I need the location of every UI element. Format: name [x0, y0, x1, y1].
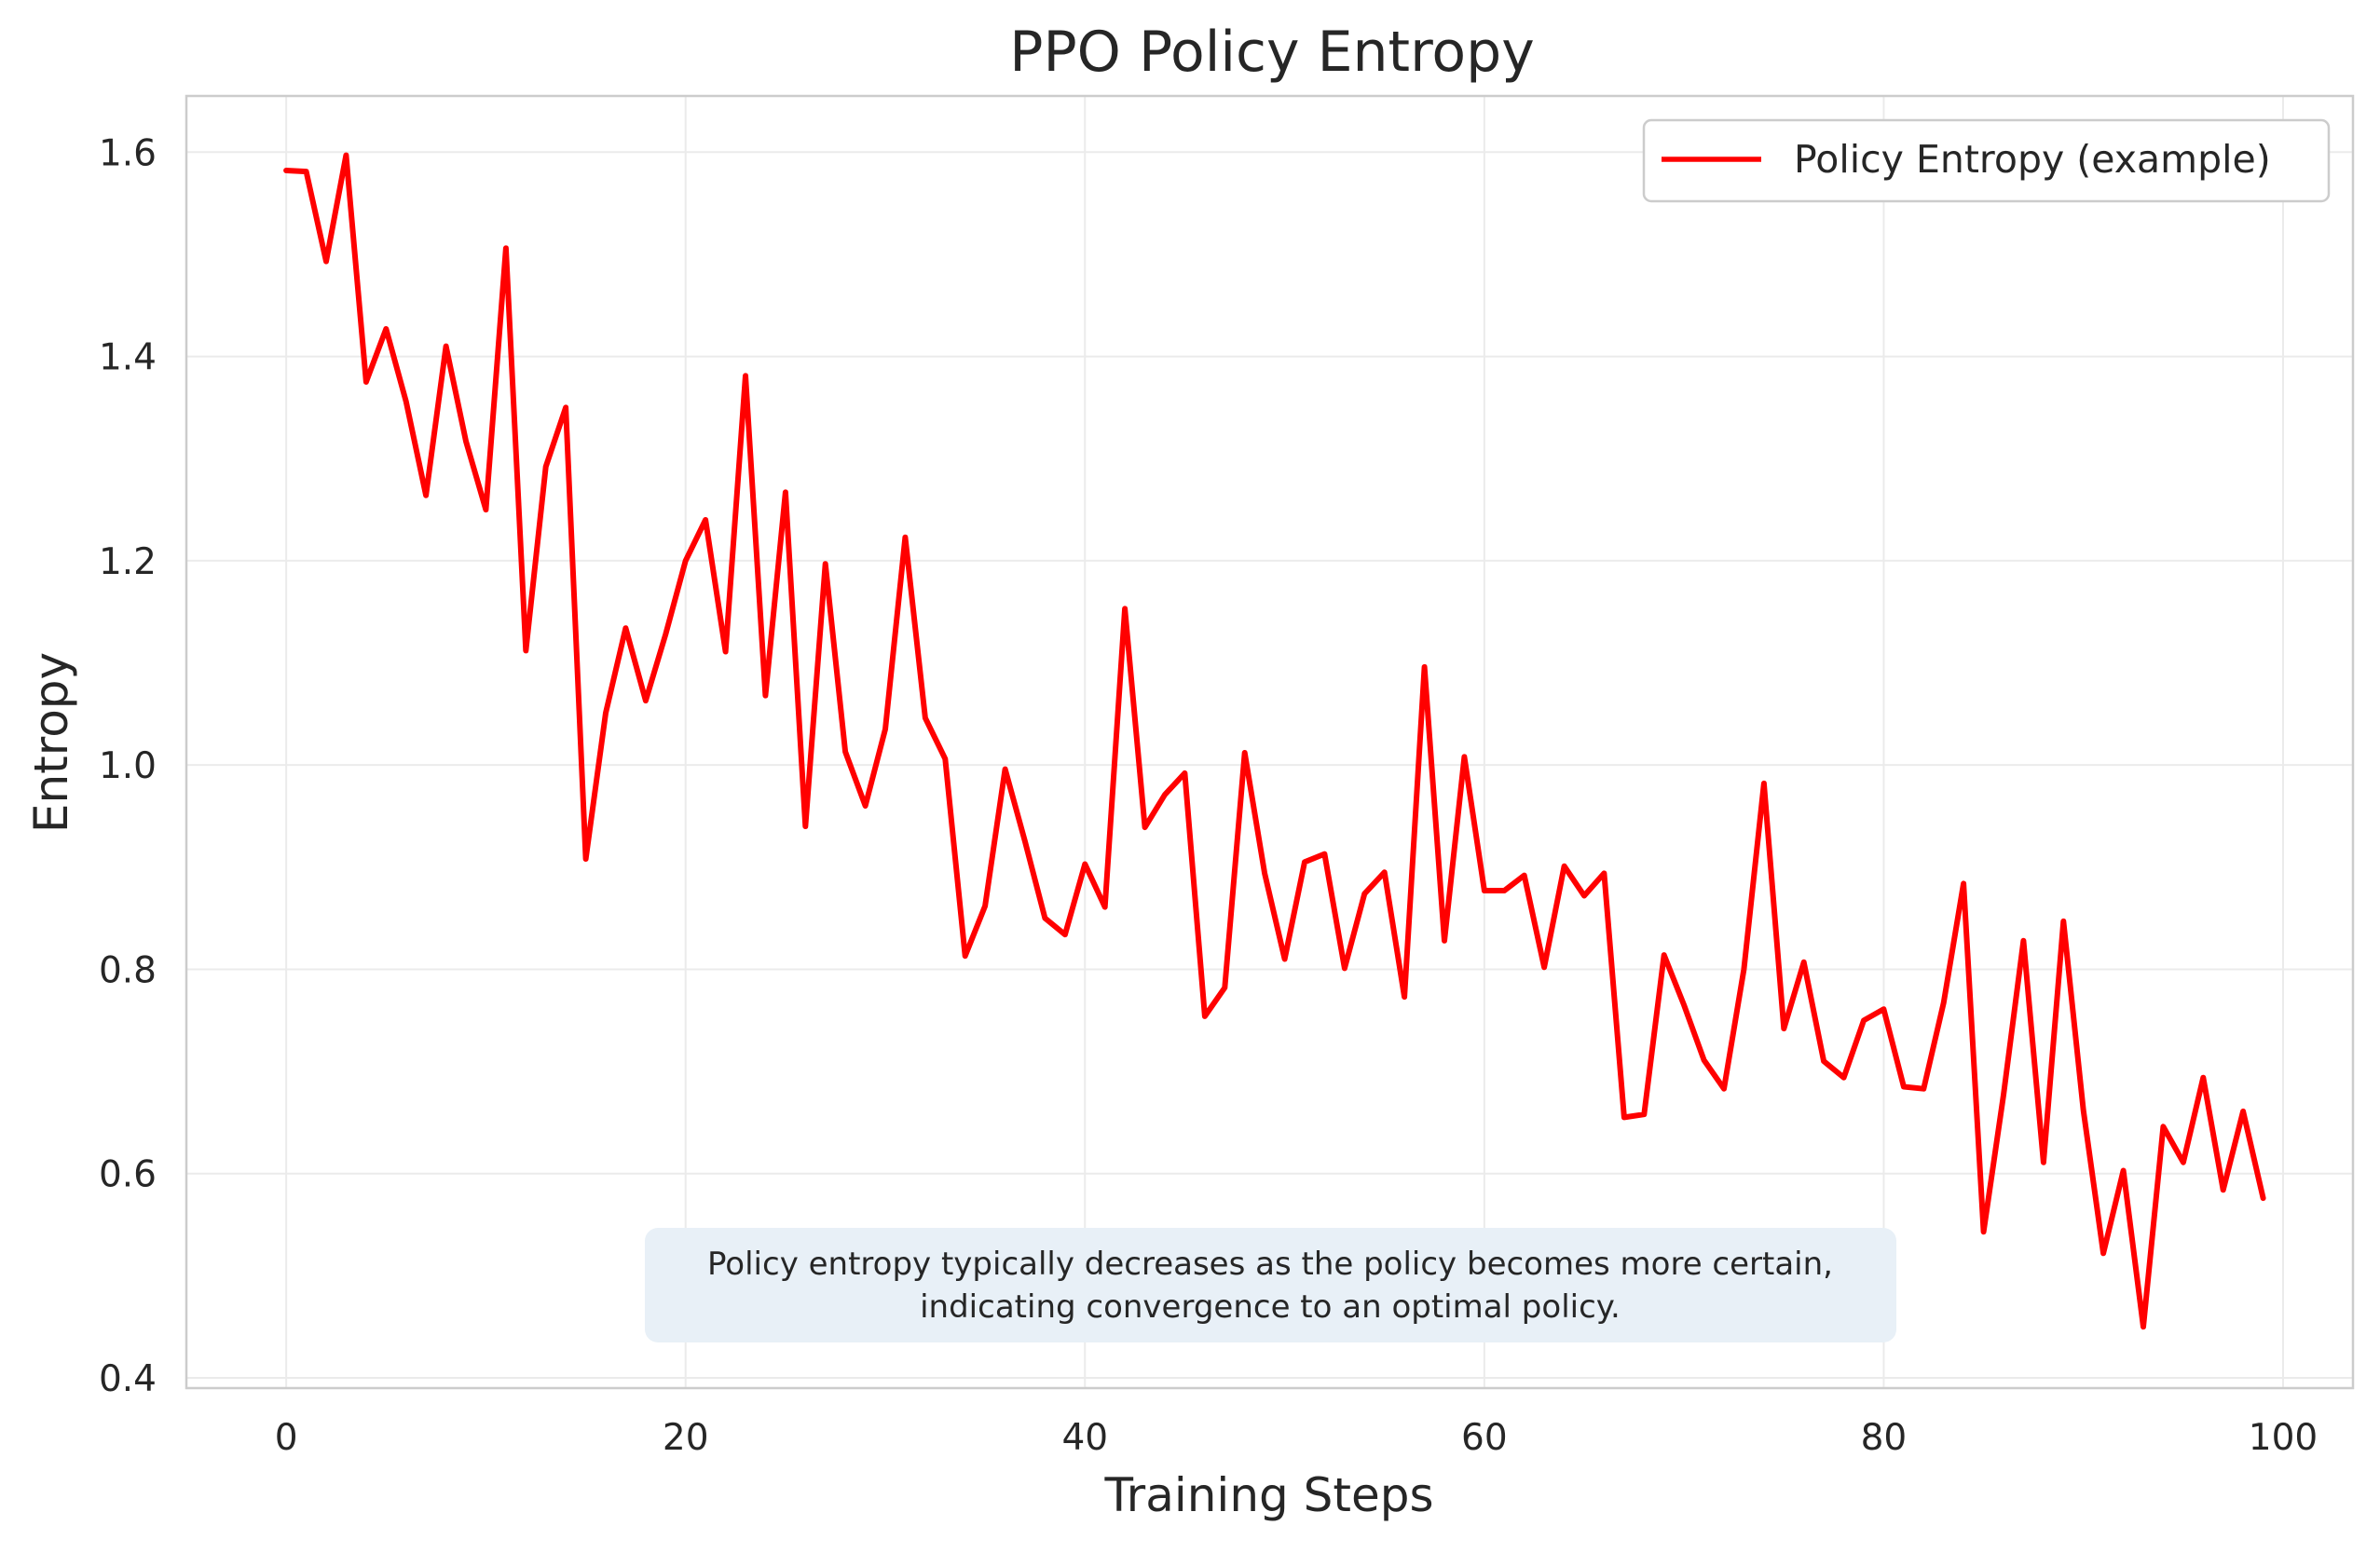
annotation-box: Policy entropy typically decreases as th… [645, 1228, 1896, 1342]
x-tick-labels: 0 20 40 60 80 100 [275, 1417, 2318, 1459]
chart-title: PPO Policy Entropy [1009, 20, 1534, 85]
y-tick-labels: 0.4 0.6 0.8 1.0 1.2 1.4 1.6 [99, 132, 157, 1400]
x-tick-label: 0 [275, 1417, 298, 1459]
legend-label: Policy Entropy (example) [1794, 137, 2271, 182]
annotation-background [645, 1228, 1896, 1342]
y-tick-label: 1.6 [99, 132, 157, 174]
x-tick-label: 60 [1461, 1417, 1508, 1459]
legend: Policy Entropy (example) [1642, 118, 2331, 203]
y-tick-label: 0.8 [99, 949, 157, 991]
y-tick-label: 1.2 [99, 541, 157, 583]
x-tick-label: 40 [1061, 1417, 1108, 1459]
y-tick-label: 0.4 [99, 1358, 157, 1400]
x-axis-label: Training Steps [1103, 1468, 1433, 1522]
annotation-line-2: indicating convergence to an optimal pol… [920, 1288, 1621, 1326]
plot-area-frame [185, 94, 2355, 1390]
series-line-policy-entropy [283, 152, 2266, 1330]
x-tick-label: 20 [663, 1417, 709, 1459]
x-tick-label: 100 [2249, 1417, 2318, 1459]
legend-frame [1642, 118, 2331, 203]
y-axis-label: Entropy [24, 652, 78, 833]
y-tick-label: 0.6 [99, 1154, 157, 1196]
series-layer [283, 152, 2266, 1330]
grid-layer [186, 96, 2353, 1388]
x-tick-label: 80 [1861, 1417, 1908, 1459]
annotation-line-1: Policy entropy typically decreases as th… [707, 1246, 1833, 1283]
y-tick-label: 1.4 [99, 337, 157, 379]
y-tick-label: 1.0 [99, 745, 157, 787]
